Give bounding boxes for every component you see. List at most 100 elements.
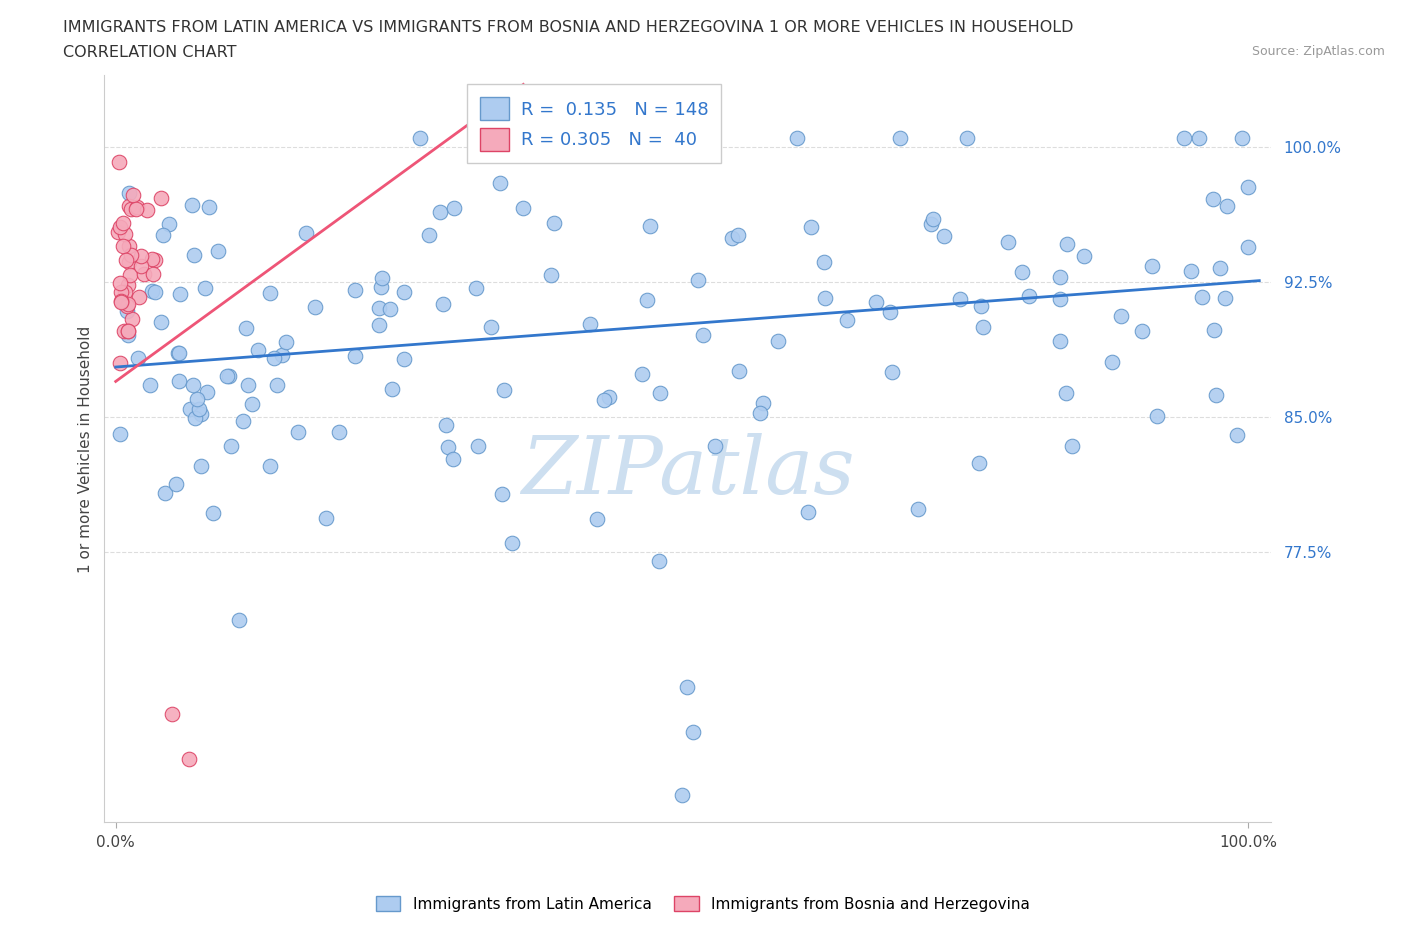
Point (157, 217, 180, 232)
Point (371, 271, 394, 286)
Point (115, 252, 138, 267)
Point (1054, 385, 1077, 400)
Point (972, 319, 994, 334)
Point (1226, 428, 1249, 443)
Point (592, 393, 614, 408)
Point (1216, 199, 1239, 214)
Point (162, 707, 184, 722)
Point (117, 198, 139, 213)
Point (409, 131, 432, 146)
Point (813, 255, 835, 270)
Point (141, 252, 163, 267)
Point (752, 395, 775, 410)
Point (217, 368, 239, 383)
Point (110, 294, 132, 309)
Text: Source: ZipAtlas.com: Source: ZipAtlas.com (1251, 45, 1385, 58)
Point (188, 402, 211, 417)
Point (1237, 179, 1260, 194)
Point (165, 477, 187, 492)
Point (169, 286, 191, 301)
Point (110, 294, 132, 309)
Point (796, 504, 818, 519)
Point (117, 327, 139, 342)
Point (118, 185, 141, 200)
Point (837, 312, 859, 327)
Point (1237, 239, 1260, 254)
Point (766, 334, 789, 349)
Point (117, 324, 139, 339)
Point (704, 439, 727, 454)
Point (150, 191, 173, 206)
Point (110, 285, 132, 299)
Point (1232, 131, 1254, 146)
Point (143, 285, 166, 299)
Point (108, 427, 131, 442)
Point (381, 381, 404, 396)
Point (949, 291, 972, 306)
Point (491, 486, 513, 501)
Point (142, 267, 165, 282)
Point (152, 228, 174, 243)
Point (315, 511, 337, 525)
Point (122, 187, 145, 202)
Point (150, 314, 173, 329)
Point (121, 202, 143, 217)
Y-axis label: 1 or more Vehicles in Household: 1 or more Vehicles in Household (79, 326, 93, 573)
Point (997, 234, 1019, 249)
Point (115, 299, 138, 313)
Point (287, 424, 309, 439)
Point (370, 280, 392, 295)
Point (186, 392, 208, 406)
Point (115, 303, 138, 318)
Point (207, 244, 229, 259)
Point (110, 219, 132, 234)
Point (121, 312, 143, 326)
Point (1130, 324, 1153, 339)
Point (114, 227, 136, 242)
Point (108, 356, 131, 371)
Point (195, 384, 218, 399)
Point (328, 425, 350, 440)
Point (920, 217, 942, 232)
Point (1202, 192, 1225, 206)
Point (259, 286, 281, 300)
Point (1049, 334, 1071, 349)
Point (1056, 236, 1078, 251)
Point (107, 154, 129, 169)
Point (120, 248, 142, 263)
Point (748, 405, 770, 420)
Point (274, 335, 297, 350)
Point (907, 501, 929, 516)
Point (800, 220, 823, 235)
Point (111, 239, 134, 254)
Point (934, 229, 956, 244)
Point (110, 275, 132, 290)
Point (127, 351, 149, 365)
Point (235, 320, 257, 335)
Legend: R =  0.135   N = 148, R = 0.305   N =  40: R = 0.135 N = 148, R = 0.305 N = 40 (467, 85, 721, 164)
Point (153, 485, 176, 500)
Point (263, 351, 285, 365)
Point (228, 613, 250, 628)
Point (586, 512, 609, 526)
Point (865, 295, 887, 310)
Point (429, 205, 451, 219)
Point (512, 201, 534, 216)
Point (443, 201, 465, 216)
Point (295, 225, 318, 240)
Point (970, 299, 993, 313)
Point (479, 319, 502, 334)
Point (201, 505, 224, 520)
Point (120, 268, 142, 283)
Point (956, 131, 979, 146)
Point (394, 352, 416, 366)
Point (117, 297, 139, 312)
Point (190, 458, 212, 473)
Point (194, 280, 217, 295)
Point (127, 200, 149, 215)
Legend: Immigrants from Latin America, Immigrants from Bosnia and Herzegovina: Immigrants from Latin America, Immigrant… (370, 889, 1036, 918)
Point (139, 378, 162, 392)
Point (879, 304, 901, 319)
Point (543, 216, 565, 231)
Point (218, 368, 240, 383)
